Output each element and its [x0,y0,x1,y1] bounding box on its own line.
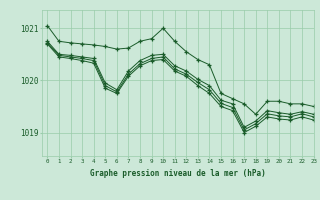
X-axis label: Graphe pression niveau de la mer (hPa): Graphe pression niveau de la mer (hPa) [90,169,266,178]
